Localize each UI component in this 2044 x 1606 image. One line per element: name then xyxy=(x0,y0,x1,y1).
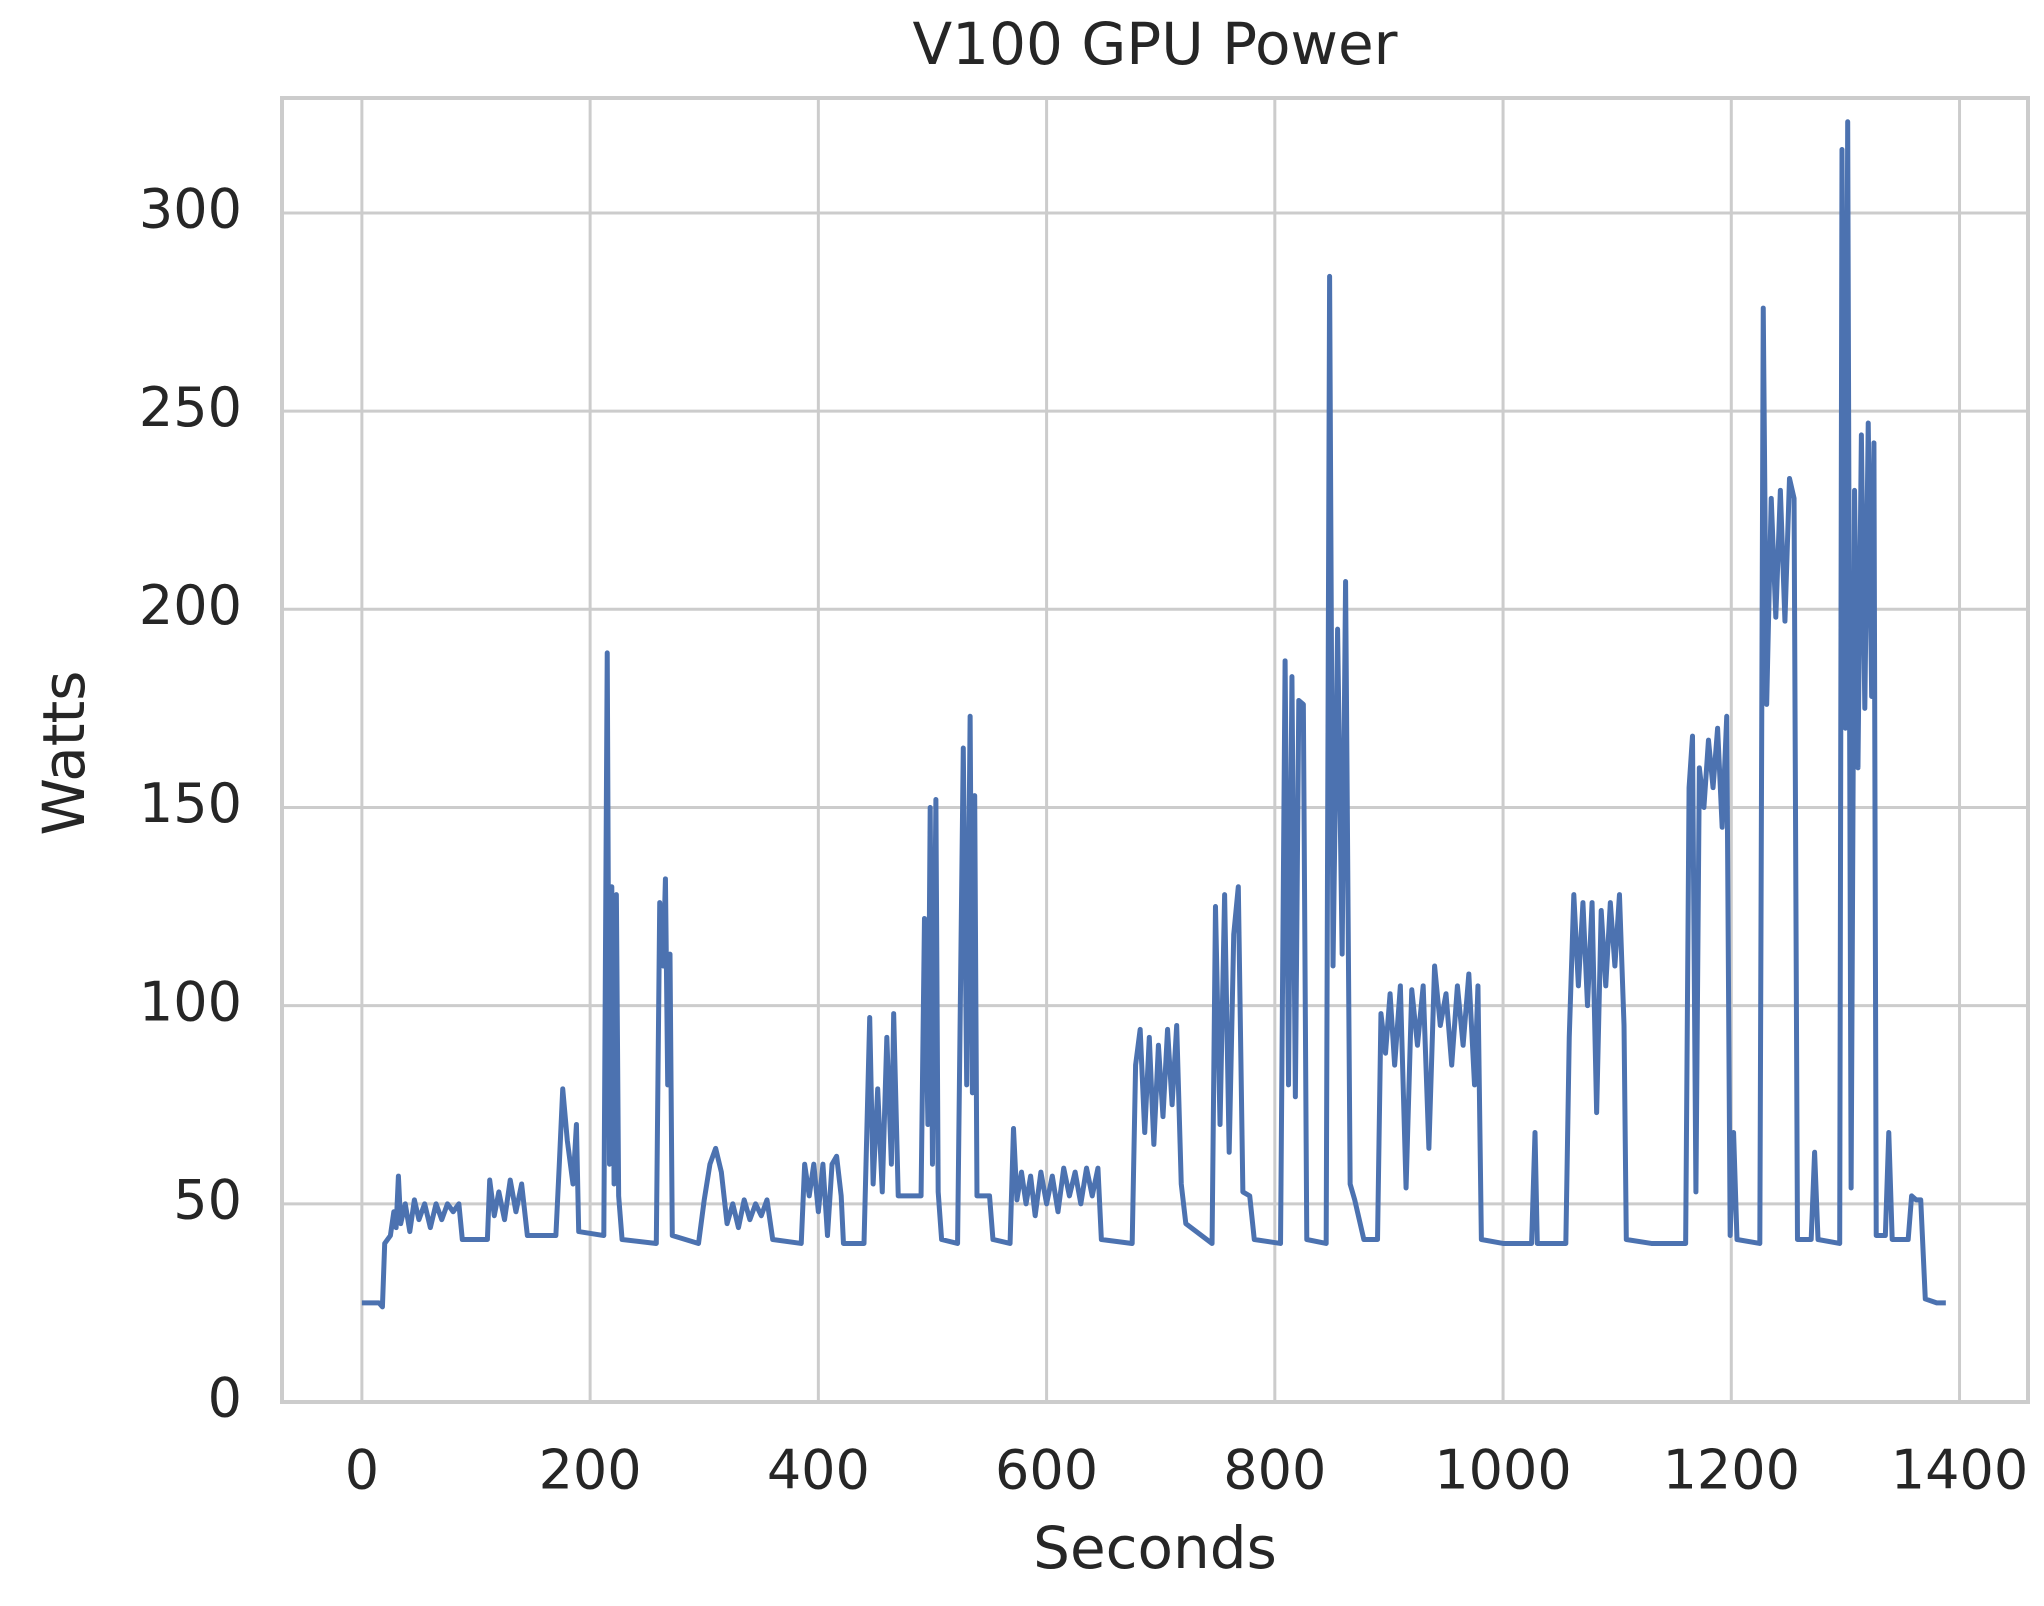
x-tick-label: 600 xyxy=(995,1439,1098,1502)
x-axis-label: Seconds xyxy=(1033,1514,1277,1582)
y-tick-label: 50 xyxy=(173,1168,242,1231)
x-tick-label: 1400 xyxy=(1891,1439,2028,1502)
line xyxy=(361,119,1946,1310)
x-tick-label: 800 xyxy=(1223,1439,1326,1502)
x-tick-label: 0 xyxy=(345,1439,379,1502)
x-tick-label: 1200 xyxy=(1663,1439,1800,1502)
y-tick-label: 300 xyxy=(139,178,242,241)
y-tick-label: 0 xyxy=(208,1367,242,1430)
x-tick-label: 200 xyxy=(539,1439,642,1502)
chart-title: V100 GPU Power xyxy=(913,10,1398,78)
y-tick-label: 150 xyxy=(139,772,242,835)
x-tick-label: 1000 xyxy=(1434,1439,1571,1502)
x-tick-label: 400 xyxy=(767,1439,870,1502)
plot-frame xyxy=(280,96,2030,1404)
y-tick-label: 100 xyxy=(139,970,242,1033)
y-axis-label: Watts xyxy=(30,671,98,836)
y-tick-label: 200 xyxy=(139,574,242,637)
y-tick-label: 250 xyxy=(139,376,242,439)
